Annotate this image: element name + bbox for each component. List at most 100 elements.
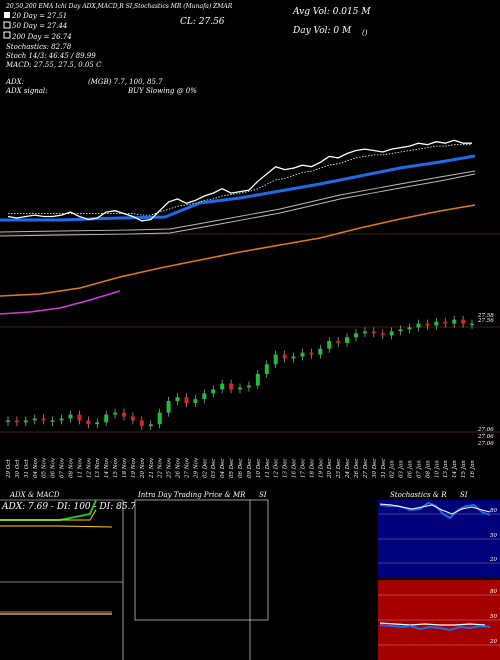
legend-swatch-200: [3, 31, 11, 39]
candle-body: [434, 321, 439, 326]
candle-body: [229, 383, 234, 390]
date-tick-label: 13 Jan: [443, 460, 449, 478]
candle-body: [122, 412, 126, 417]
date-tick-label: 19 Dec: [318, 459, 324, 479]
adx-yellow-line: [0, 509, 97, 521]
date-tick-label: 03 Dec: [211, 459, 217, 479]
stoch-tick-20: 20: [489, 557, 497, 563]
date-tick-label: 30 Dec: [372, 459, 378, 479]
date-tick-label: 14 Jan: [452, 460, 458, 478]
candle-body: [166, 401, 171, 413]
adx-values: (MGB) 7.7, 100, 85.7: [88, 78, 163, 86]
ema_20_dotted-line: [8, 144, 472, 216]
legend-swatch-20: [4, 12, 10, 18]
price-label-bot3: 27.06: [477, 441, 494, 447]
price-label-top1: 27.58: [477, 313, 494, 319]
legend-200: 200 Day = 26.74: [11, 33, 72, 41]
candle-body: [113, 412, 118, 415]
date-tick-label: 27 Dec: [363, 459, 369, 480]
date-tick-label: 06 Nov: [51, 457, 57, 478]
date-tick-label: 26 Dec: [354, 459, 360, 480]
legend-lines: 20 Day = 27.51 50 Day = 27.44 200 Day = …: [3, 12, 197, 95]
macd-line: MACD: 27.55, 27.5, 0.05 C: [5, 61, 102, 69]
date-tick-label: 26 Nov: [176, 457, 182, 479]
candle-body: [291, 356, 296, 359]
date-tick-label: 05 Nov: [42, 457, 48, 478]
candle-body: [86, 420, 91, 425]
candle-body: [130, 416, 135, 421]
date-tick-label: 13 Nov: [95, 457, 101, 478]
rsi-tick-20: 20: [489, 639, 497, 645]
date-tick-label: 05 Dec: [229, 459, 235, 479]
date-tick-label: 02 Jan: [390, 460, 396, 478]
adx-panel-title: ADX & MACD: [9, 491, 60, 499]
adx-macd-panel: ADX & MACD ADX: 7.69 - DI: 100 - DI: 85.…: [0, 491, 142, 660]
date-tick-label: 07 Nov: [60, 457, 66, 478]
candle-body: [318, 348, 323, 355]
date-tick-label: 30 Oct: [15, 459, 21, 478]
date-tick-label: 23 Dec: [336, 459, 342, 480]
date-tick-label: 04 Nov: [33, 457, 39, 478]
ema-grey-band-lower: [0, 173, 476, 237]
di-yellow-line: [0, 525, 113, 528]
rsi-magenta-line: [0, 290, 121, 315]
date-tick-label: 25 Nov: [167, 457, 173, 479]
candle-body: [59, 418, 64, 421]
date-tick-label: 20 Nov: [140, 457, 146, 479]
candle-body: [211, 389, 216, 394]
price-label-bot2: 27.06: [477, 434, 494, 440]
candle-body: [175, 397, 180, 402]
price-line: [7, 139, 472, 222]
legend-swatch-50: [3, 21, 11, 29]
candles: [6, 315, 474, 431]
date-tick-label: 31 Oct: [24, 459, 30, 478]
date-tick-label: 18 Dec: [309, 459, 315, 479]
candle-body: [470, 323, 474, 326]
intraday-panel: Intra Day Trading Price & MR SI: [134, 491, 269, 660]
date-tick-label: 29 Nov: [193, 457, 199, 479]
candle-body: [300, 352, 305, 357]
intra-panel-frame: [134, 499, 269, 621]
date-tick-label: 02 Dec: [202, 459, 208, 479]
date-tick-label: 12 Nov: [86, 457, 92, 478]
date-tick-label: 11 Nov: [77, 457, 83, 478]
candle-body: [23, 420, 28, 423]
close-price: CL: 27.56: [180, 17, 225, 27]
marker-text: (): [362, 29, 368, 37]
date-tick-label: 08 Nov: [69, 457, 75, 478]
date-tick-label: 11 Dec: [265, 459, 271, 479]
date-tick-label: 29 Oct: [6, 459, 12, 479]
candle-body: [416, 323, 421, 328]
candle-body: [282, 354, 287, 359]
ema-50-blue-line: [0, 154, 476, 222]
ema-200-orange-line: [0, 204, 476, 297]
date-tick-label: 13 Dec: [283, 459, 289, 479]
stoch-tick-80: 80: [490, 508, 497, 514]
date-tick-label: 09 Dec: [247, 459, 253, 479]
candle-body: [407, 327, 412, 330]
candle-body: [14, 420, 19, 423]
intra-panel-title: Intra Day Trading Price & MR: [137, 491, 246, 499]
price-label-bot1: 27.06: [477, 427, 494, 433]
candle-body: [389, 331, 394, 336]
rsi-white-line: [379, 622, 486, 626]
candle-body: [50, 420, 55, 422]
candle-body: [362, 331, 367, 334]
candle-body: [443, 321, 448, 324]
candle-body: [255, 373, 260, 386]
date-tick-label: 22 Nov: [158, 457, 164, 479]
candle-body: [77, 414, 82, 421]
date-tick-label: 12 Dec: [274, 459, 280, 479]
stoch-panel-title: Stochastics & R: [390, 491, 447, 499]
candle-body: [157, 412, 162, 425]
candle-body: [345, 337, 350, 343]
candle-body: [380, 333, 385, 336]
rsi-tick-50: 50: [490, 614, 497, 620]
price-label-top2: 27.56: [477, 318, 494, 324]
candle-body: [68, 414, 73, 419]
date-tick-label: 04 Dec: [220, 459, 226, 479]
line-series: [7, 139, 472, 222]
date-tick-label: 15 Nov: [113, 457, 119, 478]
candle-body: [6, 420, 10, 422]
